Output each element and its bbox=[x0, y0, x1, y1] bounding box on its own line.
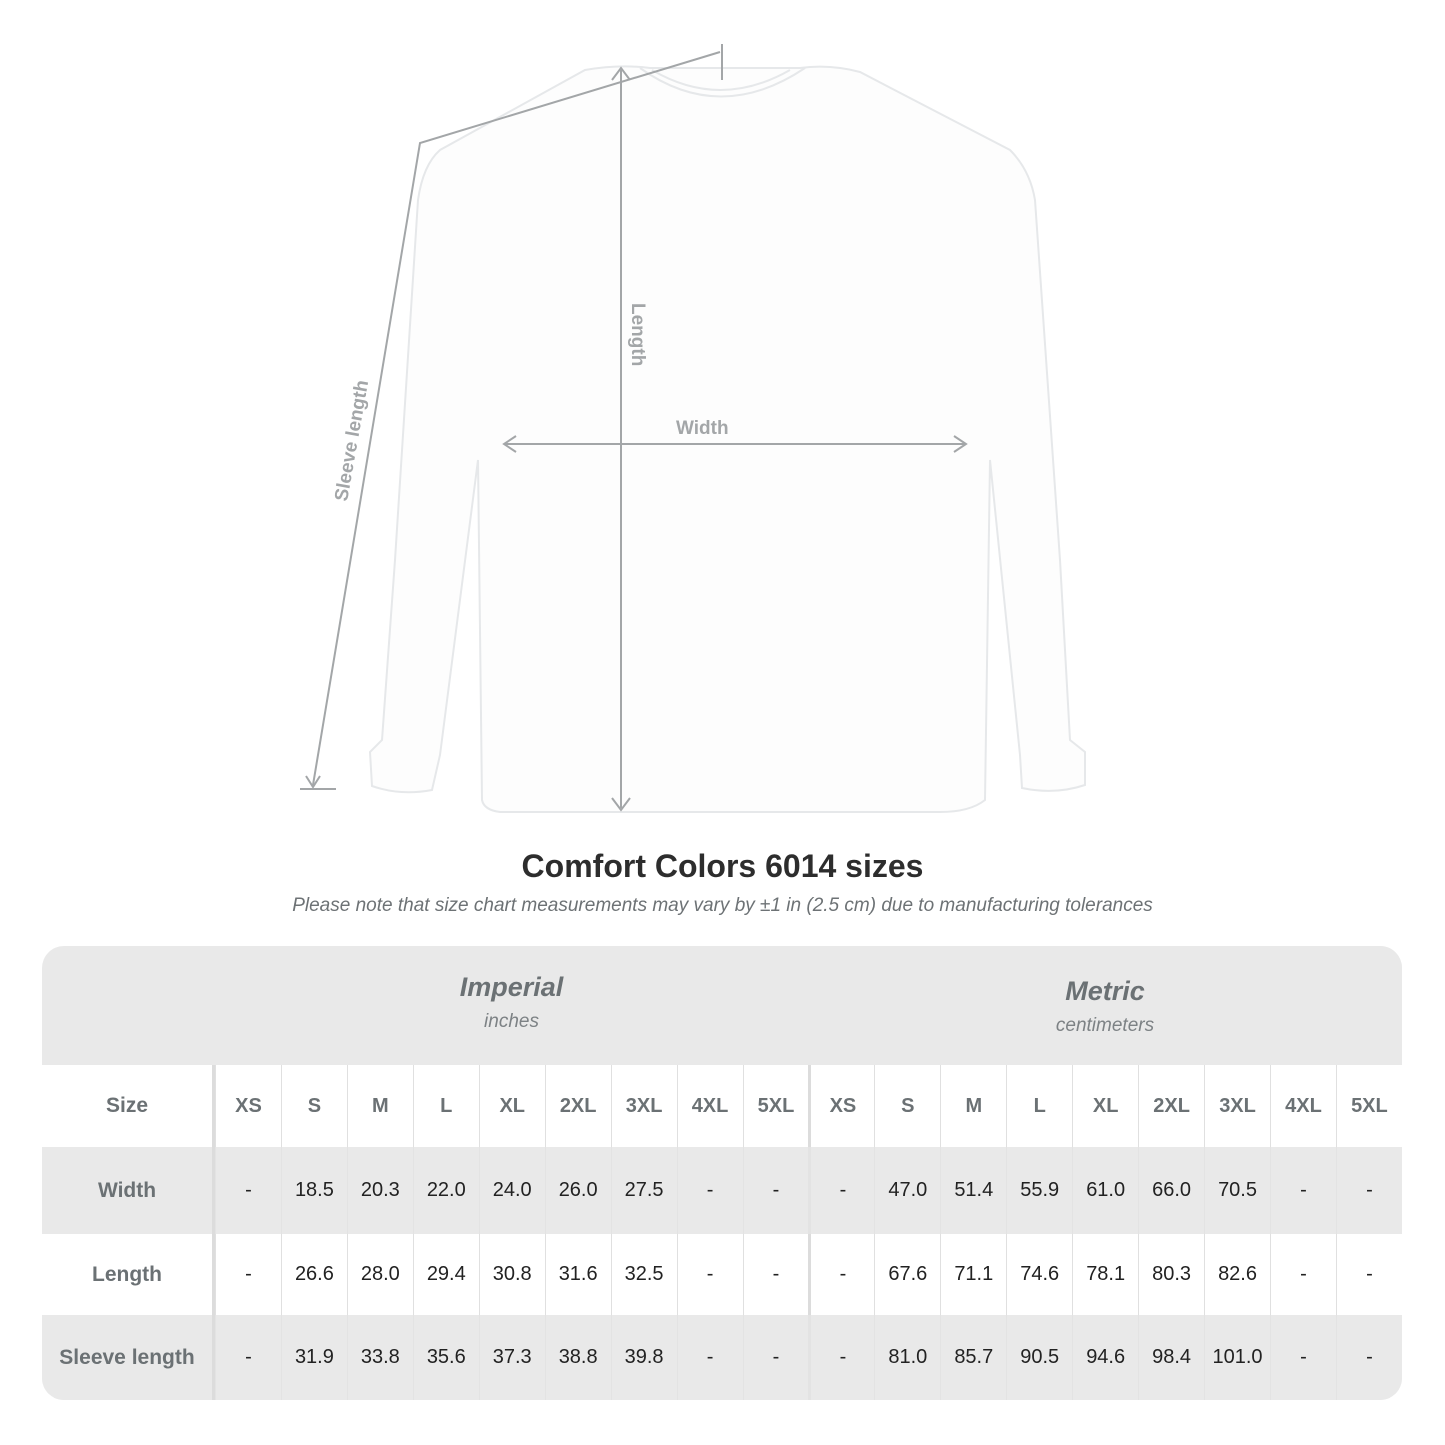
size-header-cell: XL bbox=[1072, 1065, 1138, 1147]
table-cell: - bbox=[1270, 1315, 1336, 1400]
table-cell: 55.9 bbox=[1006, 1147, 1072, 1234]
table-cell: 98.4 bbox=[1138, 1315, 1204, 1400]
table-cell: - bbox=[1270, 1147, 1336, 1234]
size-header-cell: M bbox=[940, 1065, 1006, 1147]
table-cell: 78.1 bbox=[1072, 1234, 1138, 1315]
row-label: Width bbox=[42, 1147, 215, 1234]
width-label: Width bbox=[676, 418, 729, 439]
shirt-illustration bbox=[368, 65, 1086, 813]
table-cell: 33.8 bbox=[346, 1315, 413, 1400]
size-label: Size bbox=[42, 1065, 215, 1147]
imperial-unit: inches bbox=[484, 1011, 539, 1032]
table-cell: 61.0 bbox=[1072, 1147, 1138, 1234]
size-table: Imperial inches Metric centimeters Size … bbox=[42, 946, 1402, 1400]
table-cell: - bbox=[215, 1315, 281, 1400]
table-cell: - bbox=[215, 1234, 281, 1315]
table-cell: 82.6 bbox=[1204, 1234, 1270, 1315]
table-cell: 66.0 bbox=[1138, 1147, 1204, 1234]
shirt-diagram: Sleeve length Length Width bbox=[300, 44, 1086, 813]
table-cell: - bbox=[1335, 1147, 1402, 1234]
table-cell: 22.0 bbox=[412, 1147, 479, 1234]
size-header-cell: 2XL bbox=[1138, 1065, 1204, 1147]
table-row: Sleeve length -31.9 33.8 35.6 37.3 38.8 39.8- -… bbox=[42, 1315, 1402, 1400]
table-cell: 27.5 bbox=[610, 1147, 677, 1234]
table-cell: 47.0 bbox=[874, 1147, 940, 1234]
table-cell: 24.0 bbox=[478, 1147, 545, 1234]
size-header-cell: 3XL bbox=[610, 1065, 677, 1147]
table-cell: 30.8 bbox=[478, 1234, 545, 1315]
table-cell: - bbox=[676, 1234, 743, 1315]
table-cell: 94.6 bbox=[1072, 1315, 1138, 1400]
table-cell: 28.0 bbox=[346, 1234, 413, 1315]
size-header-cell: XS bbox=[808, 1065, 874, 1147]
size-header-cell: 3XL bbox=[1204, 1065, 1270, 1147]
table-cell: 70.5 bbox=[1204, 1147, 1270, 1234]
table-cell: 85.7 bbox=[940, 1315, 1006, 1400]
table-cell: 101.0 bbox=[1204, 1315, 1270, 1400]
size-header-cell: 5XL bbox=[1335, 1065, 1402, 1147]
table-cell: 29.4 bbox=[412, 1234, 479, 1315]
table-cell: 80.3 bbox=[1138, 1234, 1204, 1315]
table-cell: - bbox=[742, 1315, 809, 1400]
table-cell: - bbox=[742, 1234, 809, 1315]
imperial-header: Imperial inches bbox=[215, 946, 808, 1065]
table-cell: 74.6 bbox=[1006, 1234, 1072, 1315]
table-cell: 32.5 bbox=[610, 1234, 677, 1315]
size-header-cell: 2XL bbox=[544, 1065, 611, 1147]
table-cell: 26.0 bbox=[544, 1147, 611, 1234]
size-header-cell: S bbox=[280, 1065, 347, 1147]
size-header-cell: S bbox=[874, 1065, 940, 1147]
table-cell: - bbox=[808, 1234, 874, 1315]
table-row: Length -26.6 28.0 29.4 30.8 31.6 32.5- - -67.6 71… bbox=[42, 1234, 1402, 1315]
tolerance-note: Please note that size chart measurements… bbox=[292, 895, 1153, 916]
table-cell: 81.0 bbox=[874, 1315, 940, 1400]
table-cell: - bbox=[1335, 1315, 1402, 1400]
length-label: Length bbox=[627, 303, 648, 366]
table-cell: 18.5 bbox=[280, 1147, 347, 1234]
size-header-cell: 4XL bbox=[1270, 1065, 1336, 1147]
table-cell: - bbox=[1270, 1234, 1336, 1315]
measurement-lines bbox=[300, 44, 968, 812]
chart-title: Comfort Colors 6014 sizes bbox=[521, 848, 924, 884]
metric-header: Metric centimeters bbox=[808, 946, 1402, 1065]
table-cell: - bbox=[676, 1147, 743, 1234]
table-cell: 51.4 bbox=[940, 1147, 1006, 1234]
table-cell: 26.6 bbox=[280, 1234, 347, 1315]
size-header-cell: M bbox=[346, 1065, 413, 1147]
table-cell: 20.3 bbox=[346, 1147, 413, 1234]
metric-title: Metric bbox=[1065, 976, 1145, 1006]
table-cell: 38.8 bbox=[544, 1315, 611, 1400]
table-cell: - bbox=[1335, 1234, 1402, 1315]
size-header-cell: L bbox=[412, 1065, 479, 1147]
table-cell: - bbox=[676, 1315, 743, 1400]
row-label: Length bbox=[42, 1234, 215, 1315]
table-cell: 67.6 bbox=[874, 1234, 940, 1315]
size-header-cell: XS bbox=[215, 1065, 281, 1147]
table-cell: - bbox=[808, 1147, 874, 1234]
table-cell: 31.9 bbox=[280, 1315, 347, 1400]
imperial-title: Imperial bbox=[459, 972, 564, 1002]
table-row: Width -18.5 20.3 22.0 24.0 26.0 27.5- - -47.0 51.… bbox=[42, 1147, 1402, 1234]
row-label: Sleeve length bbox=[42, 1315, 215, 1400]
table-cell: 90.5 bbox=[1006, 1315, 1072, 1400]
size-header-cell: 5XL bbox=[742, 1065, 809, 1147]
table-cell: - bbox=[808, 1315, 874, 1400]
table-cell: 35.6 bbox=[412, 1315, 479, 1400]
metric-unit: centimeters bbox=[1055, 1015, 1155, 1036]
size-header-cell: XL bbox=[478, 1065, 545, 1147]
size-header-row: Size XS S M L XL 2XL 3XL 4XL 5XL XS S M L XL 2XL 3XL 4XL… bbox=[42, 1065, 1402, 1147]
table-cell: 37.3 bbox=[478, 1315, 545, 1400]
table-cell: 39.8 bbox=[610, 1315, 677, 1400]
table-cell: - bbox=[215, 1147, 281, 1234]
size-header-cell: L bbox=[1006, 1065, 1072, 1147]
table-cell: - bbox=[742, 1147, 809, 1234]
size-header-cell: 4XL bbox=[676, 1065, 743, 1147]
table-cell: 31.6 bbox=[544, 1234, 611, 1315]
sleeve-length-label: Sleeve length bbox=[331, 379, 373, 503]
table-cell: 71.1 bbox=[940, 1234, 1006, 1315]
